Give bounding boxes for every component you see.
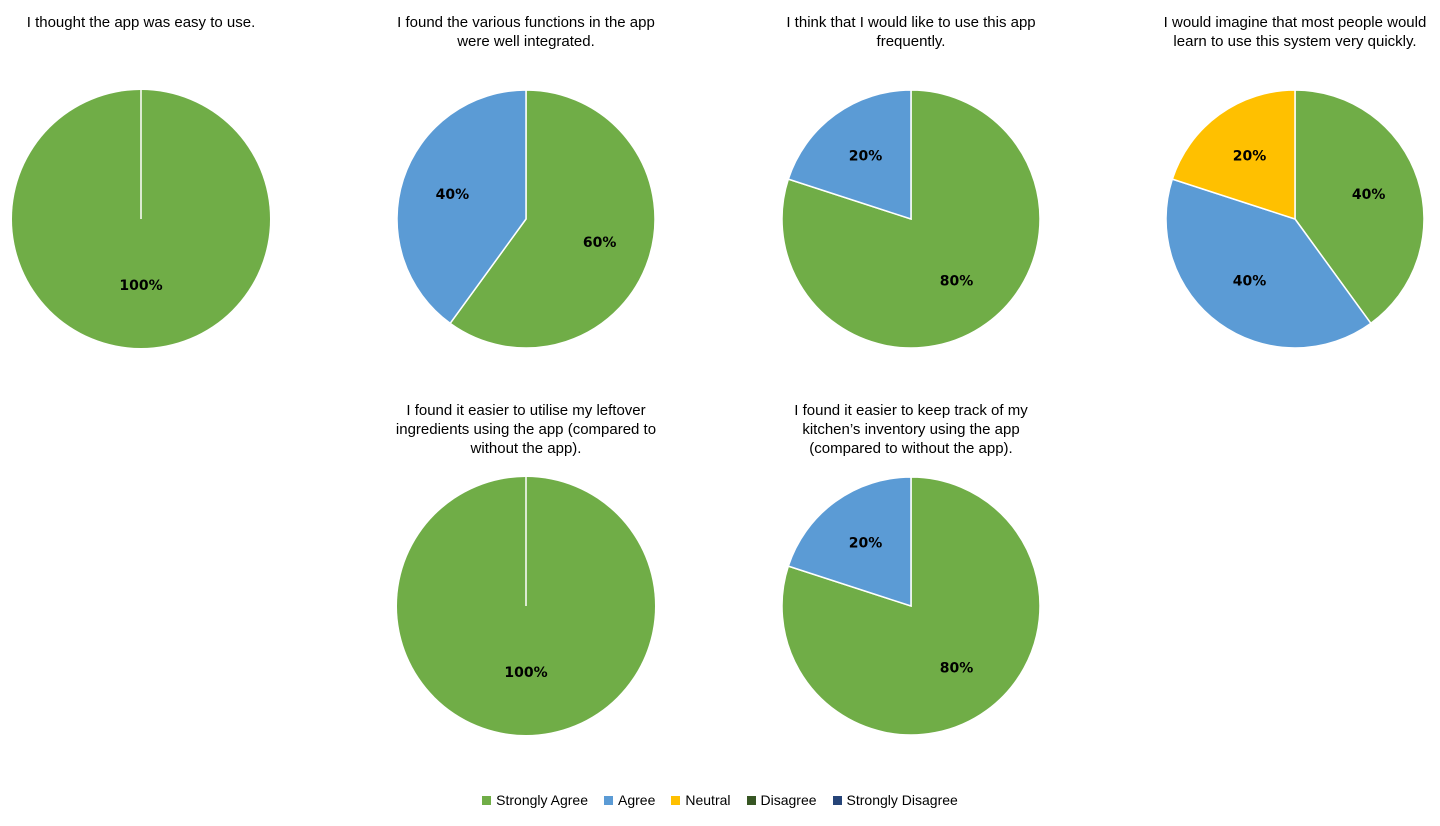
pie-data-label: 20% (849, 535, 883, 551)
chart-legend: Strongly Agree Agree Neutral Disagree Strong… (0, 792, 1440, 808)
pie-data-label: 100% (119, 278, 162, 294)
chart-title: I found it easier to utilise my leftover… (395, 402, 657, 457)
chart-title: I found it easier to keep track of my ki… (794, 402, 1028, 457)
legend-swatch (746, 795, 756, 805)
legend-swatch (604, 795, 614, 805)
legend-label: Neutral (685, 792, 731, 808)
pie-data-label: 40% (1352, 187, 1386, 203)
chart-title: I thought the app was easy to use. (26, 14, 256, 31)
legend-label: Strongly Agree (496, 792, 589, 808)
pie-data-label: 20% (1233, 148, 1267, 164)
pie-data-label: 80% (940, 274, 974, 290)
pie-slice (787, 476, 912, 608)
legend-swatch (482, 795, 492, 805)
legend-label: Disagree (760, 792, 817, 808)
legend-item: Agree (604, 792, 655, 808)
pie-plot: 100% (397, 477, 655, 735)
legend-item: Strongly Agree (482, 792, 588, 808)
pie-plot: 80% 20% (781, 476, 1041, 736)
legend-item: Neutral (671, 792, 731, 808)
pie-data-label: 80% (940, 661, 974, 677)
pie-data-label: 20% (849, 148, 883, 164)
chart-title: I would imagine that most people would l… (1163, 14, 1427, 50)
legend-label: Strongly Disagree (846, 792, 958, 808)
pie-slice (1294, 89, 1425, 325)
pie-data-label: 100% (504, 665, 547, 681)
pie-data-label: 40% (1233, 274, 1267, 290)
legend-swatch (671, 795, 681, 805)
pie-slice (1171, 89, 1296, 221)
legend-label: Agree (618, 792, 656, 808)
legend-swatch (832, 795, 842, 805)
pie-slice (449, 89, 656, 349)
pie-plot: 80% 20% (781, 89, 1041, 349)
pie-plot: 100% (12, 90, 270, 348)
chart-title: I found the various functions in the app… (397, 14, 655, 50)
legend-item: Strongly Disagree (832, 792, 958, 808)
pie-data-label: 60% (583, 235, 617, 251)
legend-item: Disagree (746, 792, 817, 808)
chart-title: I think that I would like to use this ap… (786, 14, 1036, 50)
pie-slice (396, 89, 527, 325)
pie-data-label: 40% (436, 187, 470, 203)
pie-plot: 60% 40% (396, 89, 656, 349)
pie-slice (787, 89, 912, 221)
pie-slice (1165, 178, 1372, 349)
pie-plot: 40% 40% 20% (1165, 89, 1425, 349)
